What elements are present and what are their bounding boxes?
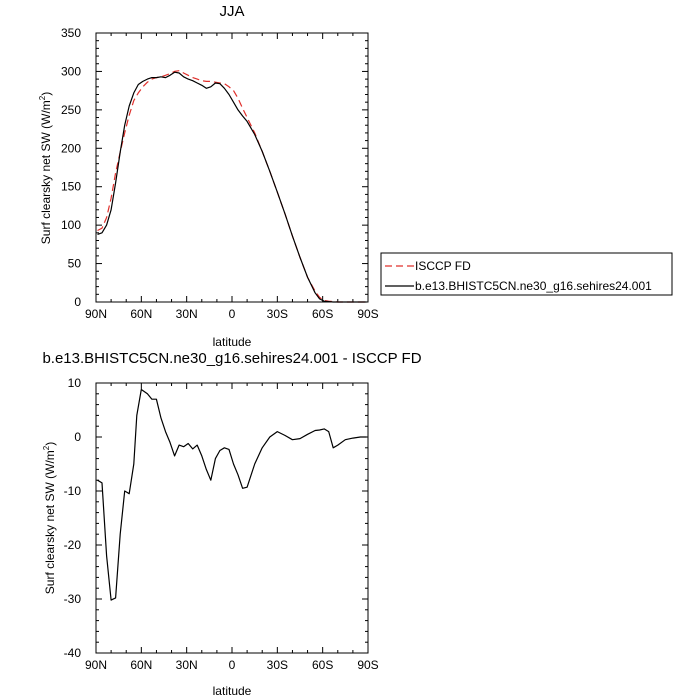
- bottom-series-line-0: [97, 388, 367, 601]
- top-x-tick-label: 30S: [267, 307, 288, 321]
- top-ticks: 90N 60N 30N 0 30S 60S 90S 0 50 100 150 200 250 300 350: [61, 26, 379, 321]
- bottom-panel: b.e13.BHISTC5CN.ne30_g16.sehires24.001 -…: [42, 350, 422, 698]
- top-chart-title: JJA: [219, 3, 244, 20]
- top-y-axis-title: Surf clearsky net SW (W/m2): [38, 92, 53, 244]
- bottom-x-tick-label: 60S: [312, 658, 333, 672]
- bottom-y-tick-label: -20: [64, 538, 82, 552]
- top-y-axis-title-end: ): [39, 92, 53, 96]
- top-x-tick-label: 90S: [357, 307, 378, 321]
- top-y-tick-label: 150: [61, 180, 81, 194]
- bottom-y-axis-title-sup: 2: [42, 445, 51, 450]
- bottom-x-axis-title: latitude: [213, 684, 252, 698]
- bottom-x-tick-label: 90S: [357, 658, 378, 672]
- bottom-x-tick-label: 30S: [267, 658, 288, 672]
- legend-label-isccp: ISCCP FD: [415, 259, 471, 273]
- bottom-y-tick-label: -10: [64, 484, 82, 498]
- bottom-chart-title: b.e13.BHISTC5CN.ne30_g16.sehires24.001 -…: [42, 350, 421, 367]
- top-x-tick-label: 0: [229, 307, 236, 321]
- bottom-y-axis-title: Surf clearsky net SW (W/m2): [42, 442, 57, 594]
- bottom-series-lines: [97, 388, 367, 601]
- top-y-tick-label: 100: [61, 218, 81, 232]
- top-series-line-0: [97, 70, 367, 303]
- legend-label-model: b.e13.BHISTC5CN.ne30_g16.sehires24.001: [415, 279, 652, 293]
- top-x-tick-label: 30N: [176, 307, 198, 321]
- top-y-tick-label: 200: [61, 141, 81, 155]
- top-x-tick-label: 90N: [85, 307, 107, 321]
- top-plot-frame: [95, 32, 369, 303]
- top-y-axis-title-main: Surf clearsky net SW (W/m: [39, 100, 53, 244]
- top-x-tick-label: 60S: [312, 307, 333, 321]
- bottom-y-tick-label: -40: [64, 646, 82, 660]
- bottom-x-tick-label: 0: [229, 658, 236, 672]
- top-y-tick-label: 50: [68, 257, 82, 271]
- legend-box: [380, 252, 673, 296]
- top-y-tick-label: 250: [61, 103, 81, 117]
- bottom-y-tick-label: 10: [68, 376, 82, 390]
- top-panel: JJA 90N 60N 30N 0 30S 60S 90S 0 50 100 150 200 250 30…: [38, 3, 379, 349]
- legend: ISCCP FD b.e13.BHISTC5CN.ne30_g16.sehire…: [380, 252, 673, 296]
- top-x-tick-label: 60N: [130, 307, 152, 321]
- bottom-x-tick-label: 90N: [85, 658, 107, 672]
- top-series-lines: [97, 70, 367, 303]
- bottom-ticks: 90N 60N 30N 0 30S 60S 90S -40 -30 -20 -10 0 10: [64, 376, 379, 672]
- bottom-y-tick-label: 0: [74, 430, 81, 444]
- top-y-tick-label: 0: [74, 295, 81, 309]
- top-y-tick-label: 300: [61, 64, 81, 78]
- bottom-plot-frame: [95, 382, 369, 654]
- bottom-x-tick-label: 30N: [176, 658, 198, 672]
- bottom-y-tick-label: -30: [64, 592, 82, 606]
- bottom-y-axis-title-end: ): [43, 442, 57, 446]
- bottom-y-axis-title-main: Surf clearsky net SW (W/m: [43, 450, 57, 594]
- top-y-tick-label: 350: [61, 26, 81, 40]
- bottom-x-tick-label: 60N: [130, 658, 152, 672]
- top-series-line-1: [97, 71, 367, 303]
- top-y-axis-title-sup: 2: [38, 95, 47, 100]
- top-x-axis-title: latitude: [213, 335, 252, 349]
